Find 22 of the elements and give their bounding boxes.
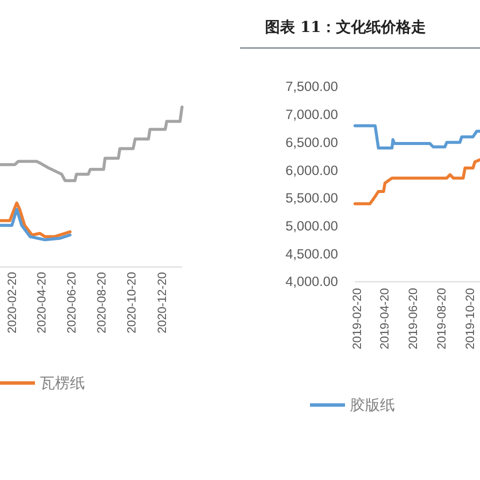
x-tick-label: 2020-02-20 <box>4 272 19 334</box>
x-tick-label: 2019-04-20 <box>377 288 392 350</box>
x-tick-label: 2019-06-20 <box>406 288 420 350</box>
legend-label: 胶版纸 <box>350 396 395 414</box>
x-tick-label: 2020-08-20 <box>94 272 109 334</box>
chart-title: 图表 11：文化纸价格走 <box>265 18 426 36</box>
y-tick-label: 6,000.00 <box>285 162 338 178</box>
x-tick-label: 2020-12-20 <box>154 272 169 334</box>
x-tick-label: 2020-10-20 <box>124 272 139 334</box>
x-tick-label: 2019-08-20 <box>434 288 449 350</box>
x-tick-label: 2019-10-20 <box>463 288 478 350</box>
y-tick-label: 4,000.00 <box>285 274 338 290</box>
x-tick-label: 2020-04-20 <box>34 272 48 334</box>
y-tick-label: 7,000.00 <box>285 107 338 122</box>
x-tick-label: 2020-06-20 <box>64 272 79 334</box>
y-tick-label: 4,500.00 <box>285 246 338 262</box>
y-tick-label: 5,500.00 <box>285 190 338 206</box>
y-tick-label: 6,500.00 <box>285 134 338 150</box>
y-tick-label: 5,000.00 <box>285 218 338 234</box>
y-tick-label: 7,500.00 <box>285 79 338 94</box>
x-tick-label: 2019-02-20 <box>350 288 364 350</box>
legend-label: 瓦楞纸 <box>40 374 85 392</box>
